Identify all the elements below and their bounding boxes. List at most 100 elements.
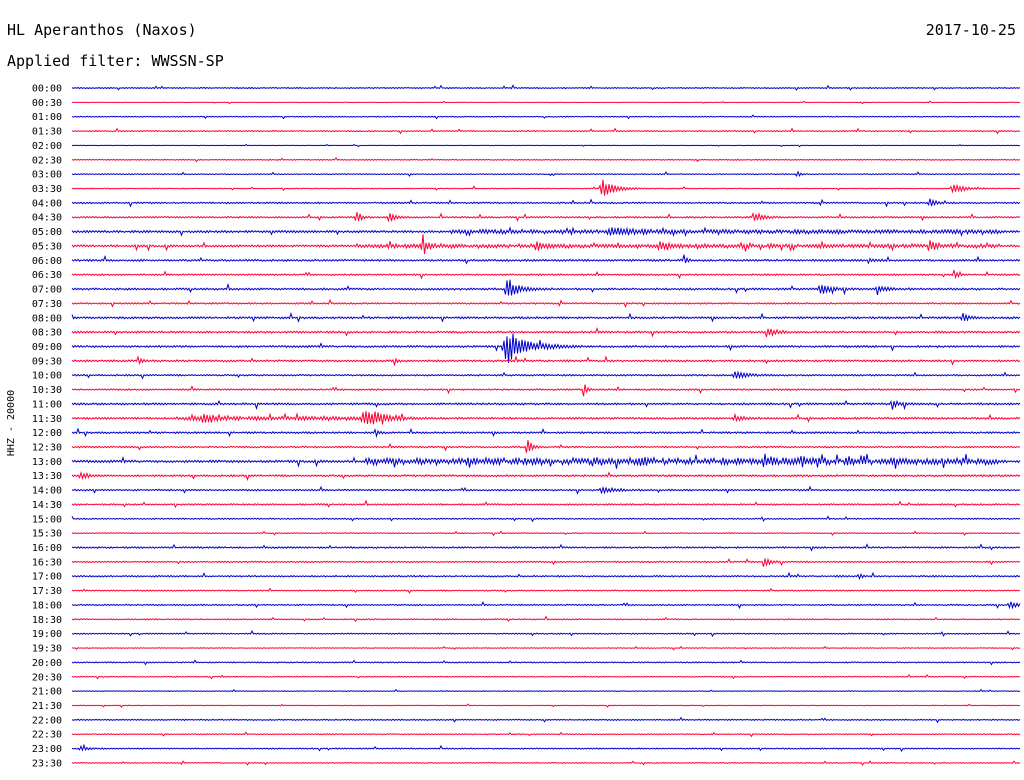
trace-line <box>71 440 1021 453</box>
time-label: 06:30 <box>32 270 62 281</box>
time-label: 10:00 <box>32 371 62 382</box>
trace-line <box>71 645 1021 651</box>
trace-line <box>71 515 1021 523</box>
time-label: 16:30 <box>32 557 62 568</box>
time-label: 23:00 <box>32 744 62 755</box>
time-label: 19:30 <box>32 644 62 655</box>
trace-line <box>71 399 1021 411</box>
time-label: 21:30 <box>32 701 62 712</box>
time-label: 09:30 <box>32 356 62 367</box>
time-label: 16:00 <box>32 543 62 554</box>
trace-line <box>71 499 1021 509</box>
trace-line <box>71 100 1021 105</box>
time-label: 13:00 <box>32 457 62 468</box>
trace-line <box>71 470 1021 482</box>
trace-line <box>71 743 1021 753</box>
time-label: 02:30 <box>32 155 62 166</box>
time-label: 20:00 <box>32 658 62 669</box>
time-label: 14:30 <box>32 500 62 511</box>
time-label: 05:00 <box>32 227 62 238</box>
station-title: HL Aperanthos (Naxos) <box>7 21 197 39</box>
trace-line <box>71 731 1021 738</box>
trace-line <box>71 279 1021 296</box>
time-label: 15:00 <box>32 514 62 525</box>
trace-line <box>71 84 1021 91</box>
time-label: 08:00 <box>32 313 62 324</box>
time-label: 22:00 <box>32 715 62 726</box>
time-label: 07:00 <box>32 285 62 296</box>
trace-line <box>71 453 1021 469</box>
trace-line <box>71 571 1021 580</box>
time-label: 13:30 <box>32 471 62 482</box>
record-date: 2017-10-25 <box>925 21 1016 39</box>
trace-line <box>71 198 1021 208</box>
trace-line <box>71 370 1021 380</box>
trace-line <box>71 587 1021 594</box>
channel-label: HHZ - 20000 <box>6 390 17 456</box>
time-label: 12:30 <box>32 443 62 454</box>
trace-line <box>71 543 1021 552</box>
time-label: 03:30 <box>32 184 62 195</box>
trace-line <box>71 557 1021 567</box>
trace-line <box>71 298 1021 308</box>
time-label: 00:00 <box>32 84 62 95</box>
trace-line <box>71 312 1021 323</box>
time-label: 05:30 <box>32 241 62 252</box>
trace-line <box>71 530 1021 537</box>
time-label: 09:00 <box>32 342 62 353</box>
time-label: 15:30 <box>32 529 62 540</box>
time-label: 22:30 <box>32 730 62 741</box>
time-label: 01:30 <box>32 127 62 138</box>
trace-line <box>71 427 1021 439</box>
trace-line <box>71 485 1021 495</box>
trace-line <box>71 630 1021 638</box>
trace-line <box>71 179 1021 196</box>
time-label: 02:00 <box>32 141 62 152</box>
trace-line <box>71 659 1021 666</box>
time-label: 11:00 <box>32 399 62 410</box>
trace-line <box>71 269 1021 280</box>
time-label: 17:00 <box>32 572 62 583</box>
time-label: 08:30 <box>32 328 62 339</box>
trace-line <box>71 143 1021 148</box>
time-label: 18:00 <box>32 600 62 611</box>
trace-line <box>71 688 1021 693</box>
trace-line <box>71 211 1021 223</box>
trace-line <box>71 333 1021 363</box>
time-label: 14:00 <box>32 486 62 497</box>
time-label: 17:30 <box>32 586 62 597</box>
trace-line <box>71 226 1021 238</box>
trace-line <box>71 157 1021 163</box>
trace-line <box>71 170 1021 178</box>
trace-line <box>71 254 1021 265</box>
trace-line <box>71 703 1021 708</box>
time-label: 07:30 <box>32 299 62 310</box>
time-label-layer: 00:00 00:30 01:00 01:30 02:00 02:30 03:00 03:30… <box>32 84 62 770</box>
time-label: 18:30 <box>32 615 62 626</box>
time-label: 21:00 <box>32 687 62 698</box>
time-label: 20:30 <box>32 672 62 683</box>
trace-layer <box>71 84 1021 766</box>
time-label: 04:30 <box>32 213 62 224</box>
time-label: 11:30 <box>32 414 62 425</box>
time-label: 06:00 <box>32 256 62 267</box>
trace-line <box>71 411 1021 425</box>
trace-line <box>71 355 1021 367</box>
trace-line <box>71 716 1021 724</box>
trace-line <box>71 673 1021 680</box>
trace-line <box>71 114 1021 120</box>
trace-line <box>71 760 1021 766</box>
trace-line <box>71 327 1021 338</box>
trace-line <box>71 384 1021 397</box>
time-label: 10:30 <box>32 385 62 396</box>
filter-label: Applied filter: WWSSN-SP <box>7 52 224 70</box>
time-label: 01:00 <box>32 112 62 123</box>
trace-line <box>71 615 1021 623</box>
time-label: 00:30 <box>32 98 62 109</box>
trace-line <box>71 234 1021 255</box>
time-label: 12:00 <box>32 428 62 439</box>
trace-line <box>71 601 1021 610</box>
time-label: 03:00 <box>32 170 62 181</box>
time-label: 19:00 <box>32 629 62 640</box>
